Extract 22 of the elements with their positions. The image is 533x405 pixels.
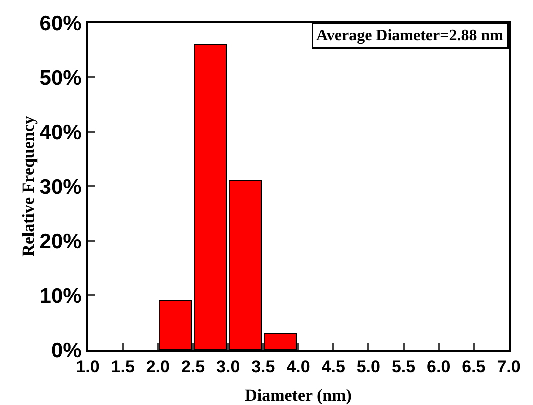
x-tick-label: 6.5	[462, 357, 486, 376]
x-tick-label: 4.5	[322, 357, 346, 376]
y-tick-label: 20%	[40, 230, 82, 254]
y-axis-title: Relative Frequency	[18, 116, 38, 257]
x-tick-label: 6.0	[427, 357, 451, 376]
y-tick-label: 60%	[40, 12, 82, 36]
x-axis-title: Diameter (nm)	[245, 386, 352, 405]
x-tick-label: 5.0	[356, 357, 380, 376]
x-tick-label: 4.0	[286, 357, 310, 376]
x-tick-label: 1.5	[111, 357, 135, 376]
y-tick-label: 40%	[40, 121, 82, 144]
annotation: Average Diameter=2.88 nm	[316, 28, 504, 44]
x-tick-label: 1.0	[76, 357, 100, 376]
x-tick-label: 3.0	[216, 357, 240, 376]
y-tick-label: 50%	[40, 66, 82, 90]
y-tick-label: 10%	[40, 284, 82, 308]
x-tick-label: 7.0	[497, 357, 521, 376]
x-tick-label: 3.5	[252, 357, 276, 376]
y-tick-label: 30%	[40, 176, 82, 199]
x-tick-label: 2.0	[146, 357, 170, 376]
x-tick-label: 2.5	[181, 357, 206, 376]
x-tick-label: 5.5	[392, 357, 416, 376]
